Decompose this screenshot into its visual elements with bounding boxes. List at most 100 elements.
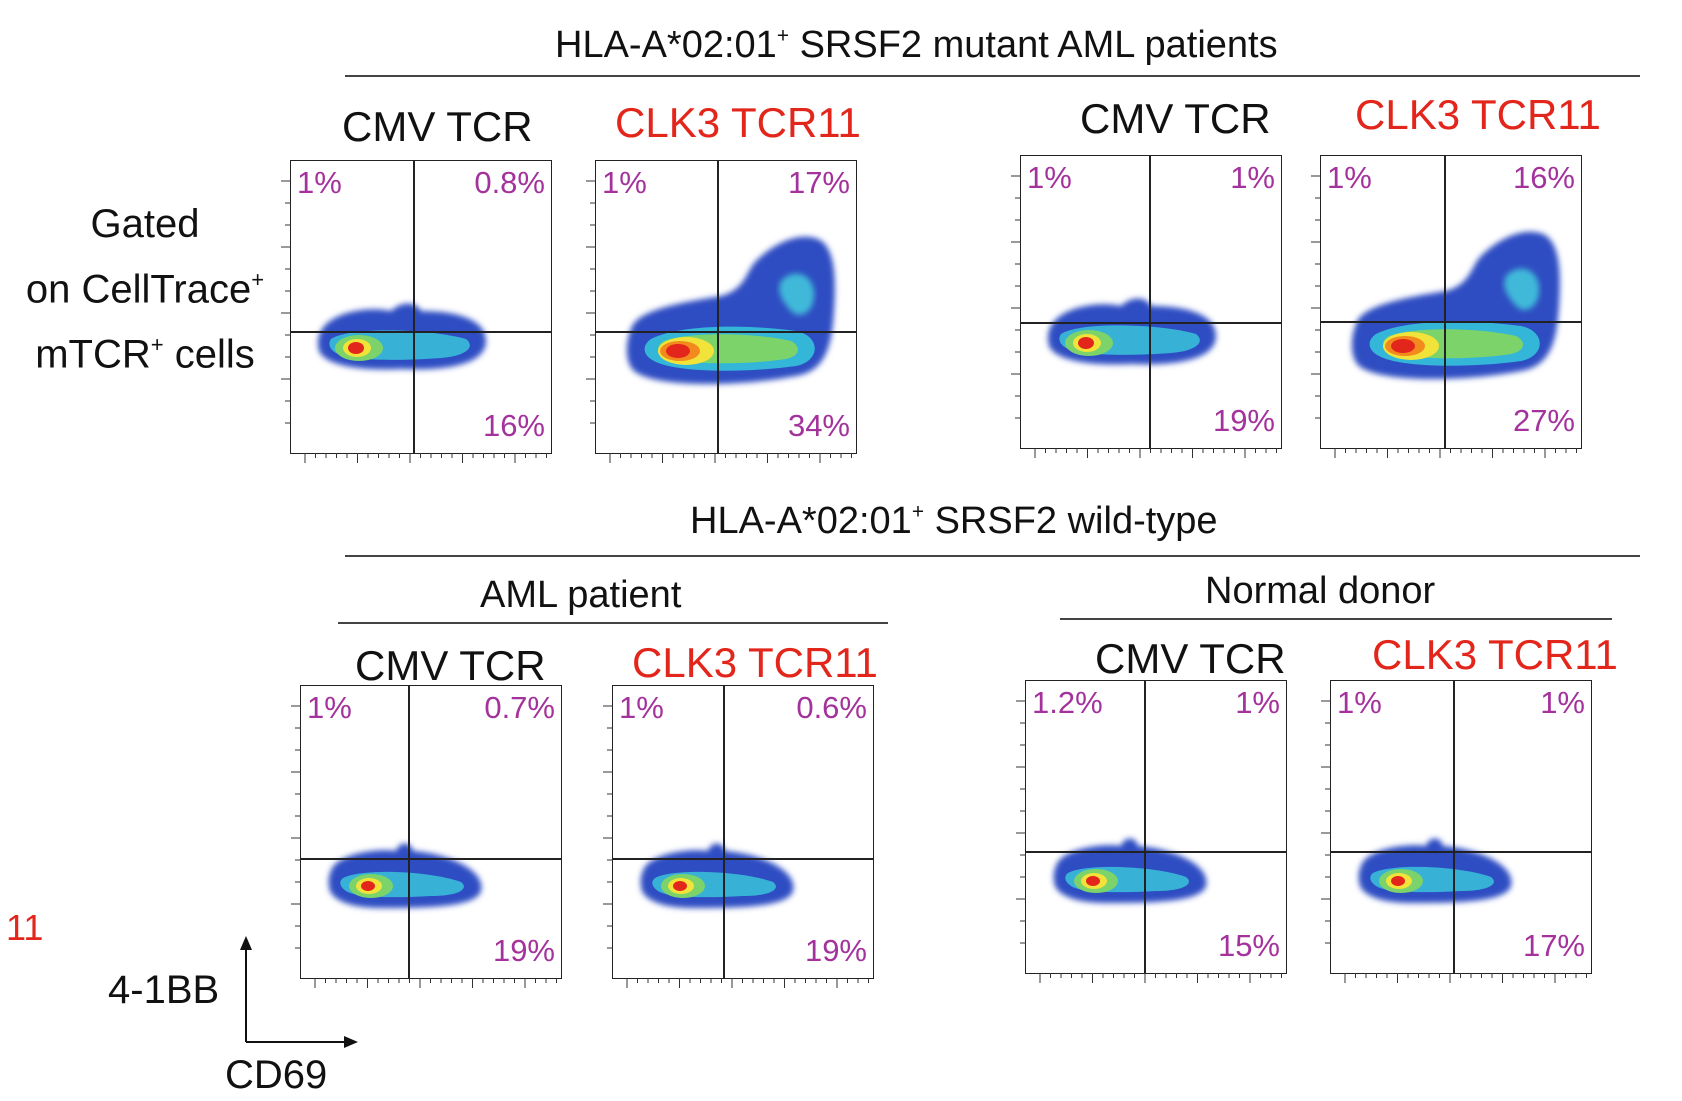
percent-lower-right: 34% xyxy=(787,408,850,443)
quadrant-horizontal-gate xyxy=(596,331,856,333)
y-axis-ticks xyxy=(586,180,596,424)
superscript-plus: + xyxy=(776,24,790,48)
percent-upper-left: 1% xyxy=(1327,160,1372,195)
y-axis-ticks xyxy=(1016,700,1026,944)
density-cloud xyxy=(640,843,794,908)
flow-plot-1: 1% 0.8% 16% xyxy=(281,160,552,463)
flow-plot-4: 1% 16% 27% xyxy=(1311,155,1582,458)
panel-title-4: CLK3 TCR11 xyxy=(1355,91,1601,138)
quadrant-horizontal-gate xyxy=(613,858,873,860)
superscript-plus: + xyxy=(150,332,164,358)
percent-upper-right: 16% xyxy=(1512,160,1575,195)
density-cloud xyxy=(1358,838,1512,903)
subgroup-aml-patient: AML patient xyxy=(480,574,682,616)
cropped-label: 11 xyxy=(6,907,44,948)
quadrant-vertical-gate xyxy=(413,161,415,453)
percent-lower-right: 19% xyxy=(1212,403,1275,438)
density-cloud xyxy=(1053,838,1207,903)
y-axis-ticks xyxy=(603,705,613,949)
x-axis-label: CD69 xyxy=(225,1053,328,1097)
group-title-mutant: HLA-A*02:01+ SRSF2 mutant AML patients xyxy=(555,24,1278,66)
quadrant-vertical-gate xyxy=(1444,156,1446,448)
gating-line-1: Gated xyxy=(90,202,200,246)
subgroup-rule-aml xyxy=(338,622,888,624)
percent-upper-right: 0.7% xyxy=(484,690,555,725)
density-cloud xyxy=(317,303,486,370)
panel-title-7: CMV TCR xyxy=(1095,635,1286,682)
panel-title-6: CLK3 TCR11 xyxy=(632,639,878,686)
quadrant-vertical-gate xyxy=(1144,681,1146,973)
density-cloud xyxy=(328,843,482,908)
percent-upper-left: 1% xyxy=(602,165,647,200)
percent-upper-right: 0.8% xyxy=(474,165,545,200)
flow-plot-3: 1% 1% 19% xyxy=(1011,155,1282,458)
x-axis-ticks xyxy=(1039,973,1282,983)
quadrant-horizontal-gate xyxy=(1026,851,1286,853)
superscript-plus: + xyxy=(251,267,265,292)
percent-upper-left: 1% xyxy=(307,690,352,725)
panel-title-8: CLK3 TCR11 xyxy=(1372,631,1618,678)
percent-lower-right: 19% xyxy=(804,933,867,968)
quadrant-horizontal-gate xyxy=(1331,851,1591,853)
group-title-mutant-rest: SRSF2 mutant AML patients xyxy=(789,24,1278,66)
percent-lower-right: 27% xyxy=(1512,403,1575,438)
percent-upper-left: 1% xyxy=(297,165,342,200)
percent-lower-right: 15% xyxy=(1217,928,1280,963)
percent-lower-right: 19% xyxy=(492,933,555,968)
quadrant-vertical-gate xyxy=(408,686,410,978)
percent-upper-right: 17% xyxy=(787,165,850,200)
density-cloud xyxy=(626,236,835,385)
panel-title-5: CMV TCR xyxy=(355,642,546,689)
group-title-wt-rest: SRSF2 wild-type xyxy=(924,500,1218,542)
flow-plot-7: 1.2% 1% 15% xyxy=(1016,680,1287,983)
y-axis-ticks xyxy=(1011,175,1021,419)
group-title-wildtype: HLA-A*02:01+ SRSF2 wild-type xyxy=(690,500,1218,542)
group-title-mutant-main: HLA-A*02:01 xyxy=(555,24,777,66)
percent-upper-right: 1% xyxy=(1230,160,1275,195)
group-rule-mutant xyxy=(345,75,1640,77)
percent-upper-left: 1% xyxy=(1027,160,1072,195)
flow-plot-6: 1% 0.6% 19% xyxy=(603,685,874,988)
percent-lower-right: 17% xyxy=(1522,928,1585,963)
density-cloud xyxy=(1047,298,1216,365)
flow-plot-5: 1% 0.7% 19% xyxy=(291,685,562,988)
x-axis-ticks xyxy=(1344,973,1587,983)
axis-arrows xyxy=(240,936,358,1048)
quadrant-horizontal-gate xyxy=(1021,322,1281,324)
x-axis-ticks xyxy=(1034,448,1277,458)
y-axis-ticks xyxy=(1311,175,1321,419)
x-axis-ticks xyxy=(304,453,547,463)
quadrant-vertical-gate xyxy=(717,161,719,453)
gating-label: Gated on CellTrace+ mTCR+ cells xyxy=(0,196,290,383)
quadrant-horizontal-gate xyxy=(301,858,561,860)
percent-upper-left: 1% xyxy=(619,690,664,725)
flow-plot-8: 1% 1% 17% xyxy=(1321,680,1592,983)
y-axis-ticks xyxy=(291,705,301,949)
panel-title-3: CMV TCR xyxy=(1080,95,1271,142)
y-axis-ticks xyxy=(1321,700,1331,944)
x-axis-ticks xyxy=(609,453,852,463)
y-axis-label: 4-1BB xyxy=(108,968,220,1012)
percent-upper-right: 1% xyxy=(1235,685,1280,720)
percent-upper-right: 0.6% xyxy=(796,690,867,725)
panel-title-1: CMV TCR xyxy=(342,103,533,150)
percent-upper-left: 1% xyxy=(1337,685,1382,720)
flow-plot-2: 1% 17% 34% xyxy=(586,160,857,463)
density-cloud xyxy=(1351,231,1560,380)
quadrant-horizontal-gate xyxy=(291,331,551,333)
gating-line-3-main: mTCR xyxy=(35,332,151,377)
quadrant-vertical-gate xyxy=(1453,681,1455,973)
panel-title-2: CLK3 TCR11 xyxy=(615,99,861,146)
quadrant-horizontal-gate xyxy=(1321,321,1581,323)
gating-line-3-rest: cells xyxy=(163,332,255,377)
subgroup-normal-donor: Normal donor xyxy=(1205,570,1436,612)
percent-lower-right: 16% xyxy=(482,408,545,443)
x-axis-ticks xyxy=(314,978,557,988)
percent-upper-left: 1.2% xyxy=(1032,685,1103,720)
subgroup-rule-normal xyxy=(1060,618,1612,620)
x-axis-ticks xyxy=(1334,448,1577,458)
superscript-plus: + xyxy=(911,500,925,524)
group-title-wt-main: HLA-A*02:01 xyxy=(690,500,912,542)
group-rule-wildtype xyxy=(345,555,1640,557)
quadrant-vertical-gate xyxy=(1149,156,1151,448)
